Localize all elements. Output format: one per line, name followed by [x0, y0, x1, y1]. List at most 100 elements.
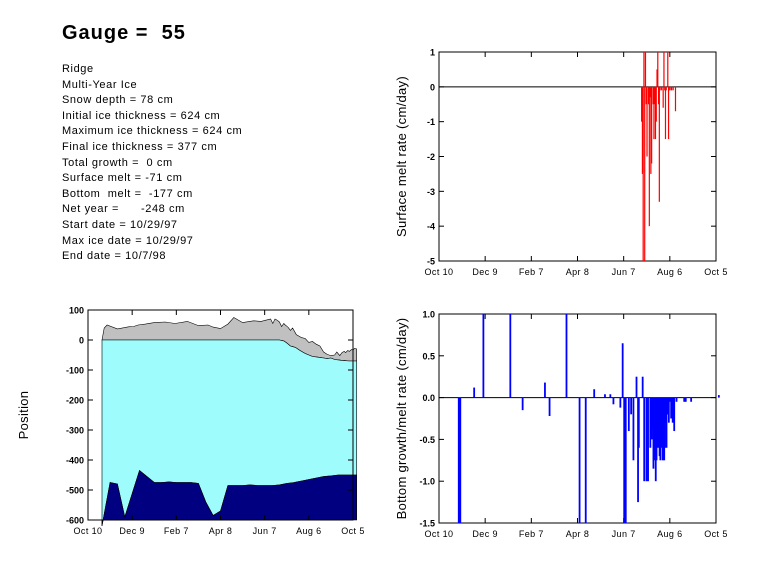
bottom-melt-bar — [627, 397, 630, 432]
y-axis-label: Bottom growth/melt rate (cm/day) — [394, 318, 409, 520]
info-line: Multi-Year Ice — [62, 78, 138, 91]
y-tick-label: 0.0 — [422, 393, 435, 403]
surface-melt-bar — [651, 86, 653, 164]
surface-melt-bar — [657, 52, 659, 87]
info-line: Total growth = 0 cm — [62, 156, 173, 169]
surface-melt-bar — [655, 86, 657, 122]
bottom-melt-bar — [649, 397, 652, 448]
info-line: Bottom melt = -177 cm — [62, 187, 193, 200]
bottom-melt-bar — [671, 397, 674, 423]
surface-melt-bar — [656, 69, 658, 87]
surface-melt-bar — [664, 86, 666, 91]
info-line: Net year = -248 cm — [62, 203, 185, 216]
bottom-melt-bar — [623, 397, 626, 523]
bottom-melt-bar — [717, 395, 720, 398]
x-tick-label: Feb 7 — [519, 267, 544, 277]
x-tick-label: Aug 6 — [657, 267, 683, 277]
x-tick-label: Dec 9 — [119, 526, 145, 536]
surface-melt-bar — [657, 86, 660, 105]
surface-melt-bar — [650, 86, 652, 174]
info-line: Snow depth = 78 cm — [62, 94, 174, 107]
surface-melt-bar — [649, 86, 651, 98]
y-tick-label: 1 — [430, 48, 435, 58]
bottom-melt-bar — [647, 397, 649, 482]
x-tick-label: Apr 8 — [209, 526, 233, 536]
bottom-melt-bar — [635, 376, 638, 398]
bottom-melt-bar — [584, 397, 587, 523]
info-line: Ridge — [62, 63, 94, 75]
bottom-melt-bar — [619, 397, 622, 408]
y-tick-label: -5 — [427, 257, 435, 267]
info-line: Max ice date = 10/29/97 — [62, 234, 194, 247]
y-tick-label: -4 — [427, 222, 435, 232]
y-axis-label: Position — [16, 391, 31, 440]
bottom-melt-bar — [473, 387, 476, 398]
y-tick-label: -600 — [66, 516, 84, 526]
bottom-melt-bar — [624, 397, 627, 523]
x-tick-label: Apr 8 — [566, 267, 590, 277]
surface-melt-bar — [659, 86, 661, 91]
y-tick-label: -0.5 — [419, 435, 435, 445]
bottom-melt-bar — [609, 394, 612, 398]
bottom-melt-bar — [683, 397, 686, 402]
bottom-melt-bar — [630, 397, 633, 415]
surface-melt-bar — [667, 52, 669, 87]
surface-melt-bar — [644, 86, 646, 261]
bottom-melt-bar — [637, 397, 640, 448]
surface-melt-bar — [643, 52, 645, 87]
surface-melt-bar — [654, 86, 656, 105]
y-tick-label: -1 — [427, 117, 435, 127]
x-tick-label: Aug 6 — [296, 526, 322, 536]
bottom-melt-bar — [604, 394, 606, 398]
surface-melt-bar — [648, 86, 650, 227]
bottom-melt-bar — [548, 397, 551, 416]
surface-melt-bar — [644, 52, 647, 87]
surface-melt-bar — [662, 86, 664, 108]
x-tick-label: Feb 7 — [519, 529, 544, 539]
x-tick-label: Oct 10 — [74, 526, 103, 536]
surface-melt-bar — [652, 86, 654, 105]
bottom-melt-bar — [661, 397, 664, 461]
y-tick-label: 100 — [69, 306, 84, 316]
surface-melt-bar — [642, 86, 644, 261]
y-axis-label: Surface melt rate (cm/day) — [394, 76, 409, 237]
bottom-melt-bar — [643, 397, 646, 482]
y-tick-label: -1.5 — [419, 519, 435, 529]
surface-melt-bar — [641, 86, 643, 122]
gauge-info-panel: Ridge Multi-Year Ice Snow depth = 78 cm Ini… — [62, 62, 242, 265]
surface-melt-bar — [653, 86, 655, 140]
bottom-melt-bar — [645, 397, 648, 482]
x-tick-label: Dec 9 — [472, 267, 498, 277]
info-line: Initial ice thickness = 624 cm — [62, 109, 221, 122]
surface-melt-bar — [647, 86, 650, 105]
x-tick-label: Aug 6 — [657, 529, 683, 539]
surface-melt-bar — [668, 86, 670, 91]
y-tick-label: 0.5 — [422, 351, 435, 361]
bottom-melt-bar — [637, 397, 639, 503]
bottom-melt-bar — [612, 397, 615, 405]
bottom-melt-bar — [621, 343, 624, 398]
bottom-melt-bar — [641, 376, 644, 398]
surface-melt-bar — [663, 52, 665, 87]
y-tick-label: -2 — [427, 152, 435, 162]
x-tick-label: Dec 9 — [472, 529, 498, 539]
surface-melt-bar — [646, 86, 648, 157]
y-tick-label: 0 — [430, 82, 435, 92]
gauge-title: Gauge = 55 — [62, 22, 186, 44]
bottom-melt-bar — [459, 397, 462, 523]
bottom-melt-bar — [509, 314, 512, 398]
bottom-melt-bar — [665, 397, 668, 448]
surface-melt-bar — [667, 86, 670, 140]
bottom-melt-bar — [668, 397, 671, 402]
bottom-melt-bar — [578, 397, 581, 523]
x-tick-label: Oct 10 — [425, 267, 454, 277]
surface-melt-bar — [674, 86, 677, 112]
bottom-melt-bar — [675, 397, 678, 402]
bottom-melt-bar — [544, 382, 546, 398]
x-tick-label: Oct 5 — [341, 526, 365, 536]
y-tick-label: -400 — [66, 456, 84, 466]
bottom-melt-bar — [684, 397, 687, 402]
surface-melt-bar — [641, 86, 644, 174]
